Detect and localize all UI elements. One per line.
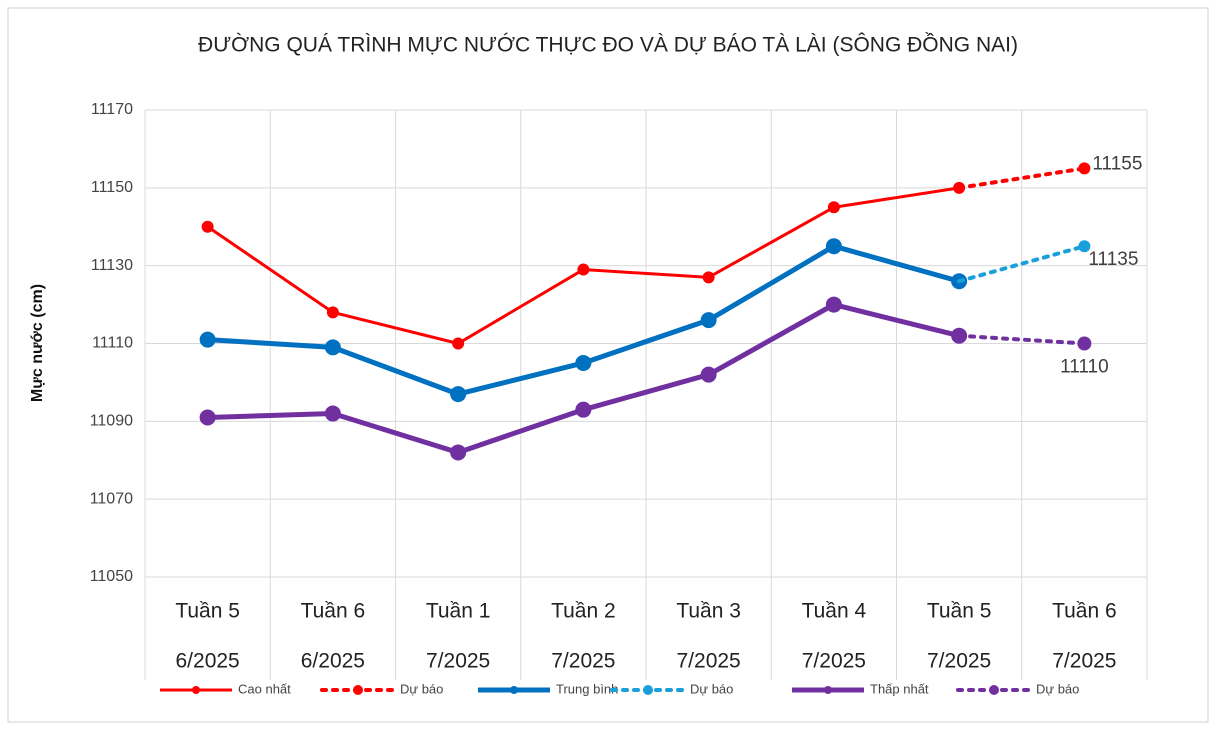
legend-label: Dự báo bbox=[690, 681, 733, 696]
x-tick-label: Tuần 5 bbox=[175, 600, 240, 623]
y-axis-label: Mực nước (cm) bbox=[29, 284, 46, 402]
point bbox=[199, 331, 216, 348]
point bbox=[450, 386, 467, 403]
y-tick-label: 11090 bbox=[90, 413, 133, 430]
data-label: 11110 bbox=[1060, 357, 1109, 378]
point bbox=[452, 337, 465, 350]
chart-border bbox=[7, 7, 1209, 723]
series-line bbox=[957, 333, 1087, 346]
x-tick-label: 7/2025 bbox=[927, 650, 991, 673]
legend-marker bbox=[824, 686, 832, 694]
x-tick-label: Tuần 2 bbox=[551, 600, 616, 623]
chart-title: ĐƯỜNG QUÁ TRÌNH MỰC NƯỚC THỰC ĐO VÀ DỰ B… bbox=[198, 33, 1018, 57]
legend-label: Dự báo bbox=[1036, 681, 1079, 696]
legend-marker bbox=[510, 686, 518, 694]
y-tick-label: 11170 bbox=[91, 101, 133, 118]
point bbox=[1078, 240, 1091, 253]
x-tick-label: 6/2025 bbox=[176, 650, 240, 673]
point bbox=[825, 296, 842, 313]
x-tick-label: 7/2025 bbox=[1052, 650, 1116, 673]
point bbox=[324, 405, 341, 422]
legend-marker bbox=[192, 686, 200, 694]
legend-marker bbox=[643, 685, 653, 695]
series-line bbox=[957, 244, 1087, 284]
point bbox=[326, 306, 339, 319]
point bbox=[1078, 162, 1091, 175]
y-tick-label: 11130 bbox=[91, 257, 133, 274]
series-line bbox=[957, 166, 1087, 190]
x-tick-label: 7/2025 bbox=[802, 650, 866, 673]
legend-label: Cao nhất bbox=[238, 681, 291, 696]
point bbox=[201, 220, 214, 233]
x-tick-label: Tuần 5 bbox=[927, 600, 992, 623]
point bbox=[450, 444, 467, 461]
x-tick-label: 7/2025 bbox=[677, 650, 741, 673]
x-tick-label: Tuần 6 bbox=[1052, 600, 1117, 623]
data-label: 11135 bbox=[1088, 249, 1138, 270]
point bbox=[700, 366, 717, 383]
point bbox=[825, 238, 842, 255]
point bbox=[199, 409, 216, 426]
point bbox=[827, 201, 840, 214]
x-tick-label: Tuần 3 bbox=[676, 600, 741, 623]
x-tick-label: 7/2025 bbox=[551, 650, 615, 673]
x-tick-label: Tuần 6 bbox=[301, 600, 366, 623]
x-tick-label: Tuần 4 bbox=[802, 600, 867, 623]
point bbox=[702, 271, 715, 284]
data-label: 11155 bbox=[1092, 153, 1142, 174]
legend-label: Thấp nhất bbox=[870, 681, 929, 696]
x-tick-label: Tuần 1 bbox=[426, 600, 491, 623]
point bbox=[575, 354, 592, 371]
y-tick-label: 11150 bbox=[91, 179, 133, 196]
point bbox=[575, 401, 592, 418]
point bbox=[1077, 336, 1092, 351]
x-tick-label: 7/2025 bbox=[426, 650, 490, 673]
point bbox=[700, 312, 717, 329]
y-tick-label: 11050 bbox=[90, 568, 133, 585]
legend-label: Dự báo bbox=[400, 681, 443, 696]
point bbox=[577, 263, 590, 276]
legend-marker bbox=[989, 685, 999, 695]
y-tick-label: 11110 bbox=[92, 335, 133, 352]
legend-label: Trung bình bbox=[556, 681, 618, 696]
y-tick-label: 11070 bbox=[90, 490, 133, 507]
x-tick-label: 6/2025 bbox=[301, 650, 365, 673]
point bbox=[324, 339, 341, 356]
legend-marker bbox=[353, 685, 363, 695]
